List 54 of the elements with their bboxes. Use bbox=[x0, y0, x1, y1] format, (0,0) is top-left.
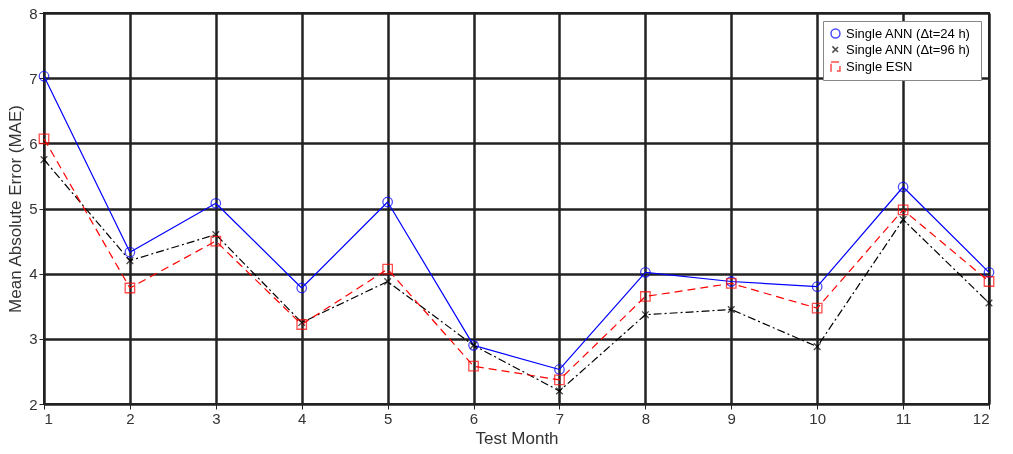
point bbox=[210, 235, 222, 247]
point bbox=[38, 133, 50, 145]
point bbox=[897, 204, 909, 216]
point bbox=[125, 256, 134, 265]
x-tick-label: 12 bbox=[972, 409, 990, 427]
point bbox=[382, 196, 394, 208]
x-tick-label: 7 bbox=[555, 409, 565, 427]
point bbox=[555, 387, 564, 395]
x-tick-label: 4 bbox=[298, 409, 307, 427]
point bbox=[639, 291, 651, 302]
point bbox=[124, 246, 136, 258]
y-tick-label: 8 bbox=[29, 4, 38, 22]
point bbox=[639, 266, 651, 278]
x-tick-label: 8 bbox=[641, 409, 651, 427]
x-tick-label: 10 bbox=[809, 409, 827, 427]
y-tick-label: 3 bbox=[29, 330, 38, 348]
point bbox=[813, 342, 822, 351]
point bbox=[897, 181, 909, 193]
point bbox=[554, 374, 565, 386]
legend-label: Single ANN (Δt=24 h) bbox=[846, 25, 970, 41]
point bbox=[38, 70, 50, 82]
x-tick-label: 6 bbox=[469, 409, 479, 427]
y-tick-label: 7 bbox=[29, 69, 38, 87]
point bbox=[641, 310, 650, 319]
y-tick-label: 6 bbox=[29, 134, 38, 152]
point bbox=[985, 299, 993, 307]
point bbox=[296, 282, 308, 294]
x-tick-label: 9 bbox=[727, 409, 736, 427]
x-tick-label: 2 bbox=[126, 409, 135, 427]
y-axis-title: Mean Absolute Error (MAE) bbox=[6, 105, 26, 313]
point bbox=[211, 230, 220, 239]
point bbox=[383, 277, 392, 286]
x-axis-title: Test Month bbox=[475, 428, 559, 448]
x-tick-label: 3 bbox=[212, 409, 221, 427]
point bbox=[40, 155, 48, 164]
point bbox=[727, 305, 736, 314]
y-tick-label: 5 bbox=[29, 200, 38, 217]
point bbox=[983, 276, 995, 287]
x-tick-label: 5 bbox=[383, 409, 393, 427]
point bbox=[983, 266, 995, 278]
x-tick-label: 11 bbox=[895, 409, 912, 427]
point bbox=[210, 197, 222, 209]
point bbox=[554, 364, 565, 375]
x-tick-label: 1 bbox=[44, 409, 53, 427]
point bbox=[811, 281, 823, 293]
point bbox=[382, 263, 394, 275]
legend-label: Single ESN bbox=[846, 58, 913, 74]
point bbox=[899, 215, 908, 224]
y-tick-label: 2 bbox=[29, 395, 38, 413]
point bbox=[124, 282, 136, 294]
legend-label: Single ANN (Δt=96 h) bbox=[846, 41, 970, 57]
point bbox=[811, 302, 823, 314]
y-tick-label: 4 bbox=[29, 265, 38, 283]
point bbox=[468, 360, 479, 372]
